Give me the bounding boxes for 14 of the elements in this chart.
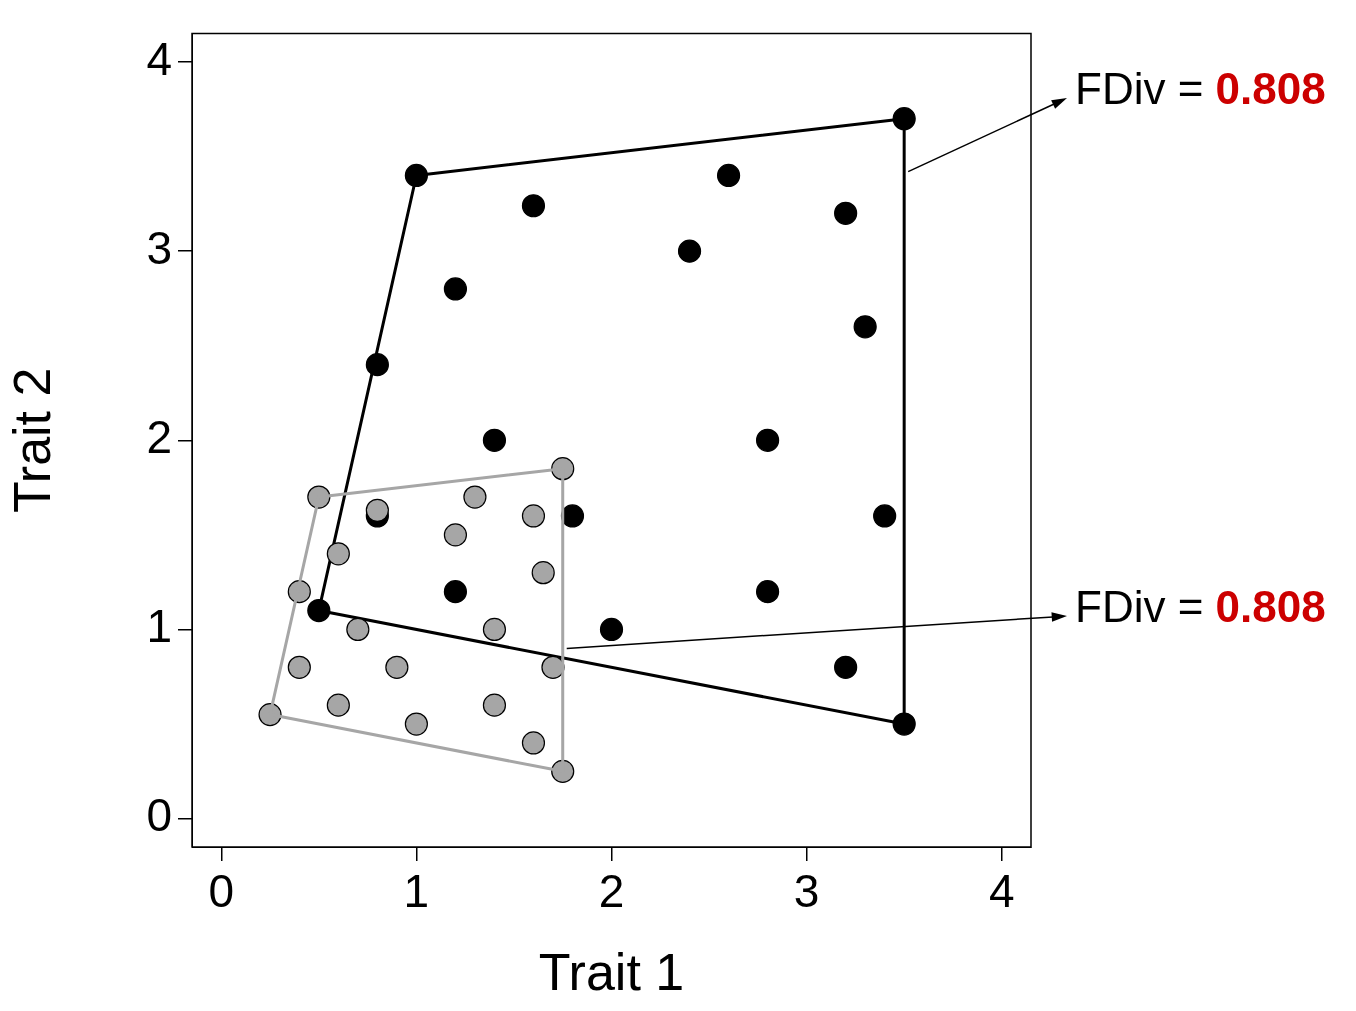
y-tick-label: 4 — [146, 32, 172, 85]
annotation: FDiv = 0.808 — [1075, 582, 1326, 632]
y-tick-label: 2 — [146, 410, 172, 463]
y-tick-label: 3 — [146, 221, 172, 274]
x-tick-label: 2 — [598, 865, 625, 918]
x-axis-title: Trait 1 — [538, 943, 685, 1002]
x-tick-label: 4 — [988, 865, 1015, 918]
x-tick-label: 3 — [793, 865, 820, 918]
y-axis-title: Trait 2 — [2, 367, 61, 514]
y-tick-label: 1 — [146, 600, 172, 653]
y-tick-label: 0 — [146, 789, 172, 842]
x-tick-label: 0 — [208, 865, 235, 918]
x-tick-label: 1 — [403, 865, 430, 918]
annotation: FDiv = 0.808 — [1075, 64, 1326, 114]
